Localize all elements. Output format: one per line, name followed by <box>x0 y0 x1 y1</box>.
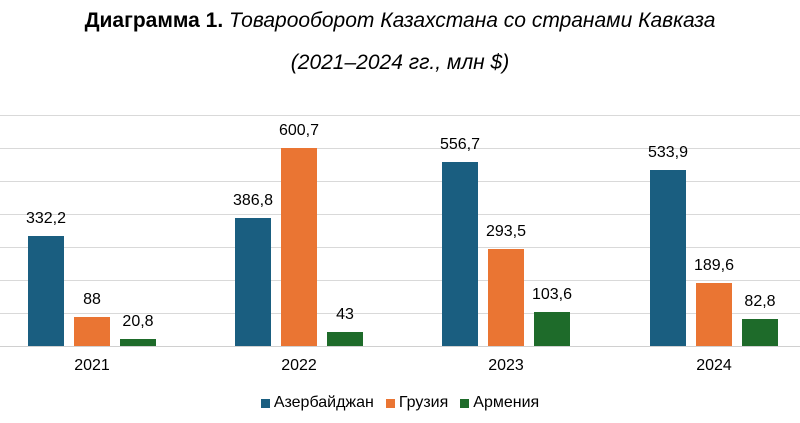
legend-swatch-icon <box>460 398 470 408</box>
chart-title: Диаграмма 1. Товарооборот Казахстана со … <box>0 8 800 34</box>
data-label: 386,8 <box>232 192 274 210</box>
legend-item: Азербайджан <box>260 394 374 412</box>
x-axis-baseline <box>0 346 800 347</box>
x-axis-category-label: 2023 <box>488 357 524 374</box>
legend-swatch-icon <box>260 398 270 408</box>
bar-2024-1 <box>696 283 732 346</box>
data-label: 600,7 <box>278 121 320 139</box>
gridline <box>0 214 800 215</box>
chart-subtitle: (2021–2024 гг., млн $) <box>290 51 510 74</box>
bar-2021-2 <box>120 339 156 346</box>
x-axis-category-label: 2021 <box>74 357 110 374</box>
gridline <box>0 313 800 314</box>
data-label: 332,2 <box>25 210 67 228</box>
legend-label: Азербайджан <box>273 394 374 411</box>
bar-2023-1 <box>488 249 524 346</box>
gridline <box>0 181 800 182</box>
legend-item: Армения <box>460 394 539 412</box>
gridline <box>0 115 800 116</box>
bar-2024-0 <box>650 169 686 346</box>
data-label: 533,9 <box>647 143 689 161</box>
data-label: 556,7 <box>439 136 481 154</box>
bar-2024-2 <box>742 318 778 346</box>
legend-swatch-icon <box>385 398 395 408</box>
data-label: 88 <box>83 290 101 308</box>
chart-title-bold: Диаграмма 1. <box>84 9 224 32</box>
x-axis-category-label: 2024 <box>696 357 732 374</box>
gridline <box>0 280 800 281</box>
bar-2022-1 <box>281 147 317 346</box>
bar-2021-1 <box>74 316 110 346</box>
bar-2022-0 <box>235 218 271 346</box>
x-axis-category-label: 2022 <box>281 357 317 374</box>
legend-label: Армения <box>473 394 540 411</box>
legend-item: Грузия <box>385 394 449 412</box>
legend-label: Грузия <box>398 394 449 411</box>
data-label: 43 <box>336 305 354 323</box>
data-label: 189,6 <box>693 257 735 275</box>
data-label: 82,8 <box>744 292 776 310</box>
chart-title-italic: Товарооборот Казахстана со странами Кавк… <box>229 9 716 32</box>
data-label: 20,8 <box>122 313 154 331</box>
bar-2023-0 <box>442 162 478 346</box>
bar-2021-0 <box>28 236 64 346</box>
bar-2023-2 <box>534 311 570 346</box>
bar-2022-2 <box>327 331 363 346</box>
data-label: 293,5 <box>485 223 527 241</box>
gridline <box>0 247 800 248</box>
legend: Азербайджан Грузия Армения <box>0 394 800 412</box>
gridline <box>0 148 800 149</box>
data-label: 103,6 <box>531 285 573 303</box>
